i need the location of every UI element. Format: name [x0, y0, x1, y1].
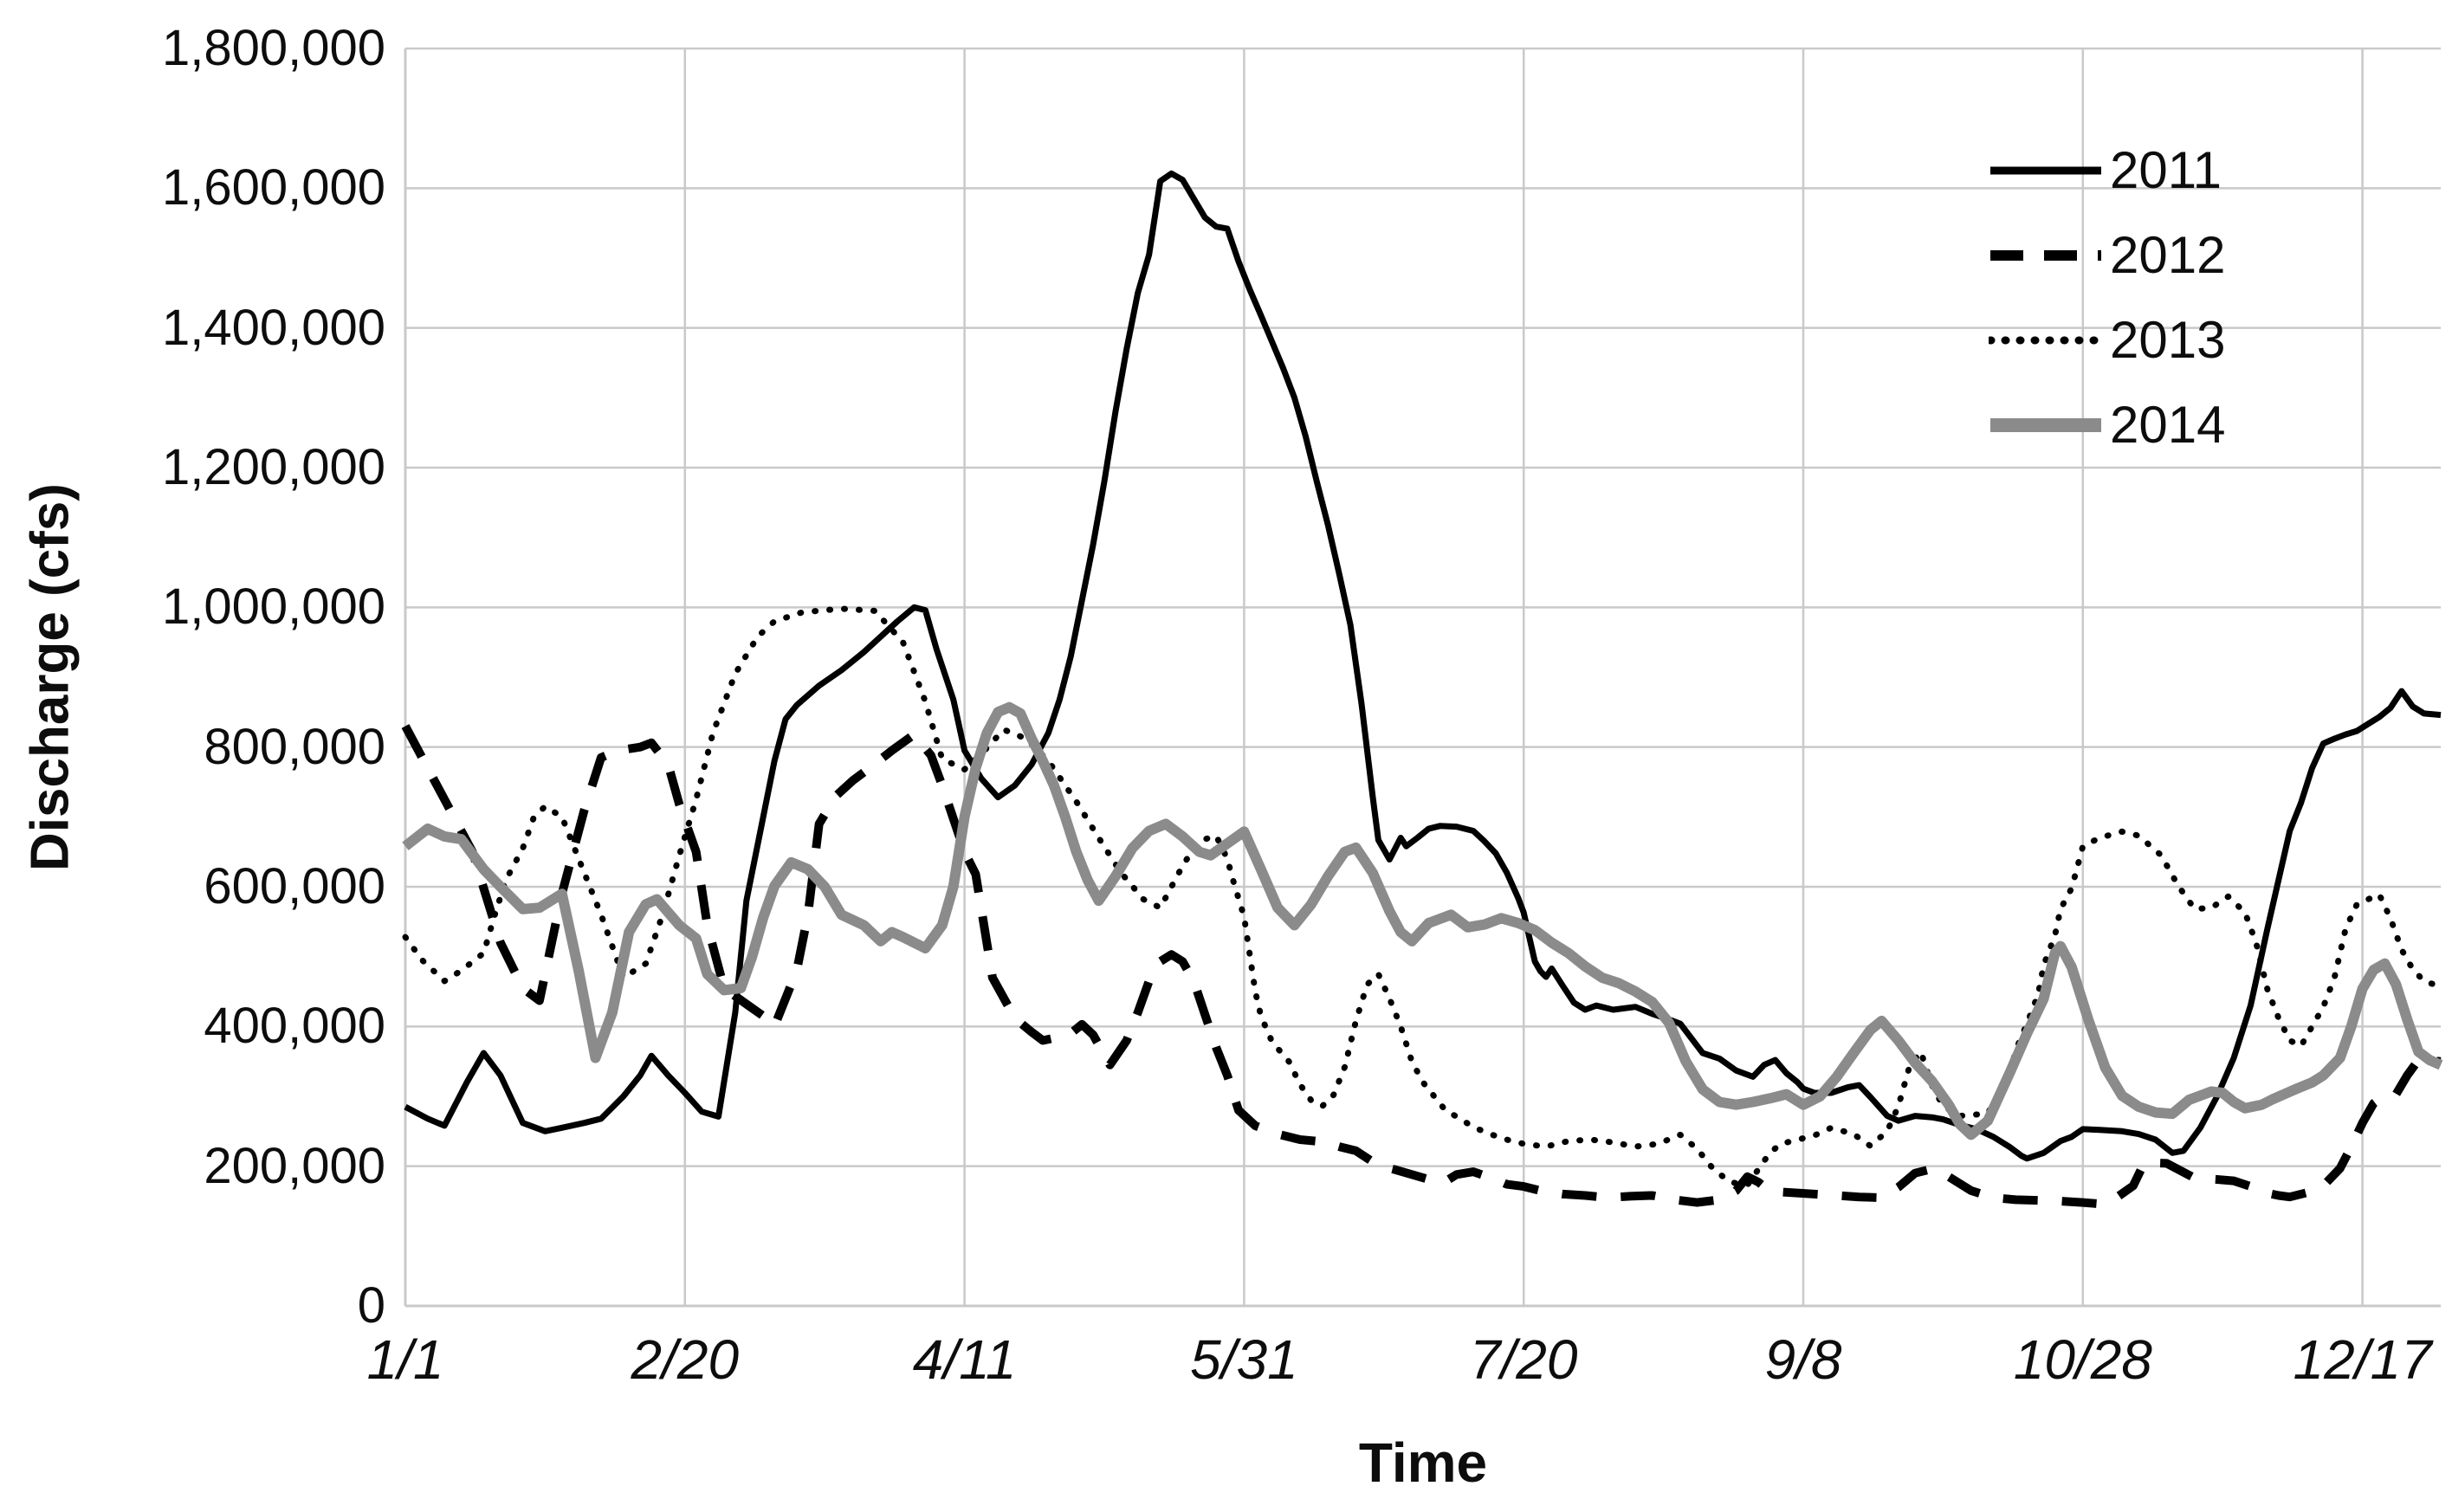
x-tick-label: 7/20 [1469, 1328, 1578, 1391]
y-axis-title: Discharge (cfs) [20, 483, 81, 871]
legend-label: 2011 [2110, 141, 2222, 199]
series-line-2014 [402, 701, 2443, 1140]
y-tick-label: 1,000,000 [161, 578, 385, 636]
x-tick-label: 2/20 [631, 1328, 740, 1391]
legend-swatch-2014-line-icon [1990, 418, 2101, 432]
series-line-2013 [402, 605, 2444, 1188]
x-tick-label: 1/1 [366, 1328, 444, 1391]
legend-label: 2014 [2110, 396, 2226, 454]
x-tick-label: 9/8 [1764, 1328, 1842, 1391]
legend-item-2012: 2012 [1989, 213, 2225, 298]
series-line-2011 [404, 170, 2442, 1162]
y-tick-label: 600,000 [204, 858, 385, 914]
legend: 2011 2012 2013 2014 [1989, 128, 2225, 468]
x-tick-label: 5/31 [1190, 1328, 1298, 1391]
y-tick-label: 800,000 [204, 718, 385, 775]
legend-item-2011: 2011 [1989, 128, 2225, 213]
y-tick-label: 1,600,000 [161, 159, 385, 216]
y-tick-label: 400,000 [204, 998, 385, 1055]
y-tick-label: 200,000 [204, 1137, 385, 1194]
y-tick-label: 1,800,000 [161, 20, 385, 76]
legend-swatch-2011-line-icon [1990, 166, 2101, 175]
x-axis-title: Time [1358, 1431, 1488, 1494]
x-tick-label: 4/11 [912, 1328, 1017, 1391]
gridlines [404, 47, 2441, 1308]
series-line-2012 [401, 724, 2442, 1209]
legend-item-2013: 2013 [1989, 298, 2225, 383]
y-tick-label: 1,400,000 [161, 299, 385, 356]
legend-swatch-2012-line-icon [1990, 250, 2101, 261]
y-tick-label: 0 [357, 1277, 385, 1334]
legend-label: 2013 [2110, 311, 2226, 369]
legend-item-2014: 2014 [1989, 383, 2225, 468]
legend-label: 2012 [2110, 226, 2226, 284]
legend-swatch-2013-line-icon [1989, 336, 2103, 345]
x-tick-label: 12/17 [2293, 1328, 2432, 1391]
y-tick-label: 1,200,000 [161, 439, 385, 495]
x-tick-label: 10/28 [2013, 1328, 2152, 1391]
